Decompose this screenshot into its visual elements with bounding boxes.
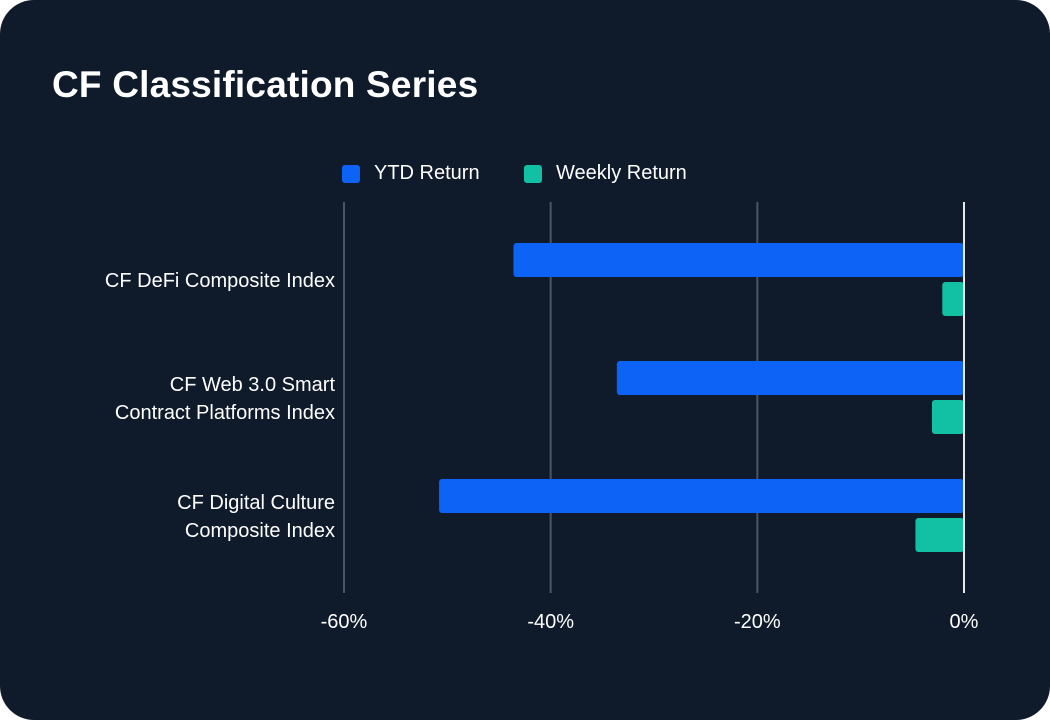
category-label-1: CF Web 3.0 Smart Contract Platforms Index xyxy=(15,371,335,427)
x-tick-label-3: 0% xyxy=(950,611,979,633)
x-tick-label-1: -40% xyxy=(527,611,574,633)
bar-ytd-0 xyxy=(513,243,964,277)
bar-ytd-2 xyxy=(439,479,965,513)
bar-weekly-2 xyxy=(915,518,964,552)
x-tick-label-2: -20% xyxy=(734,611,781,633)
legend-swatch-ytd xyxy=(342,164,360,183)
legend: YTD Return Weekly Return xyxy=(0,162,1050,186)
legend-label-weekly: Weekly Return xyxy=(556,162,687,184)
category-label-line: Contract Platforms Index xyxy=(114,402,335,424)
category-label-2: CF Digital Culture Composite Index xyxy=(15,489,335,545)
bar-weekly-1 xyxy=(931,400,964,434)
category-label-line: CF Web 3.0 Smart xyxy=(169,374,335,396)
category-label-line: CF Digital Culture xyxy=(177,492,335,514)
x-tick-label-0: -60% xyxy=(321,611,368,633)
legend-item-weekly: Weekly Return xyxy=(524,162,687,185)
bar-ytd-1 xyxy=(616,361,964,395)
legend-item-ytd: YTD Return xyxy=(342,162,480,185)
legend-label-ytd: YTD Return xyxy=(374,162,480,184)
chart-title: CF Classification Series xyxy=(52,64,479,105)
category-label-line: Composite Index xyxy=(184,520,335,542)
category-label-0: CF DeFi Composite Index xyxy=(15,267,335,295)
category-label-line: CF DeFi Composite Index xyxy=(104,270,335,292)
bar-weekly-0 xyxy=(942,282,964,316)
legend-swatch-weekly xyxy=(524,164,542,183)
